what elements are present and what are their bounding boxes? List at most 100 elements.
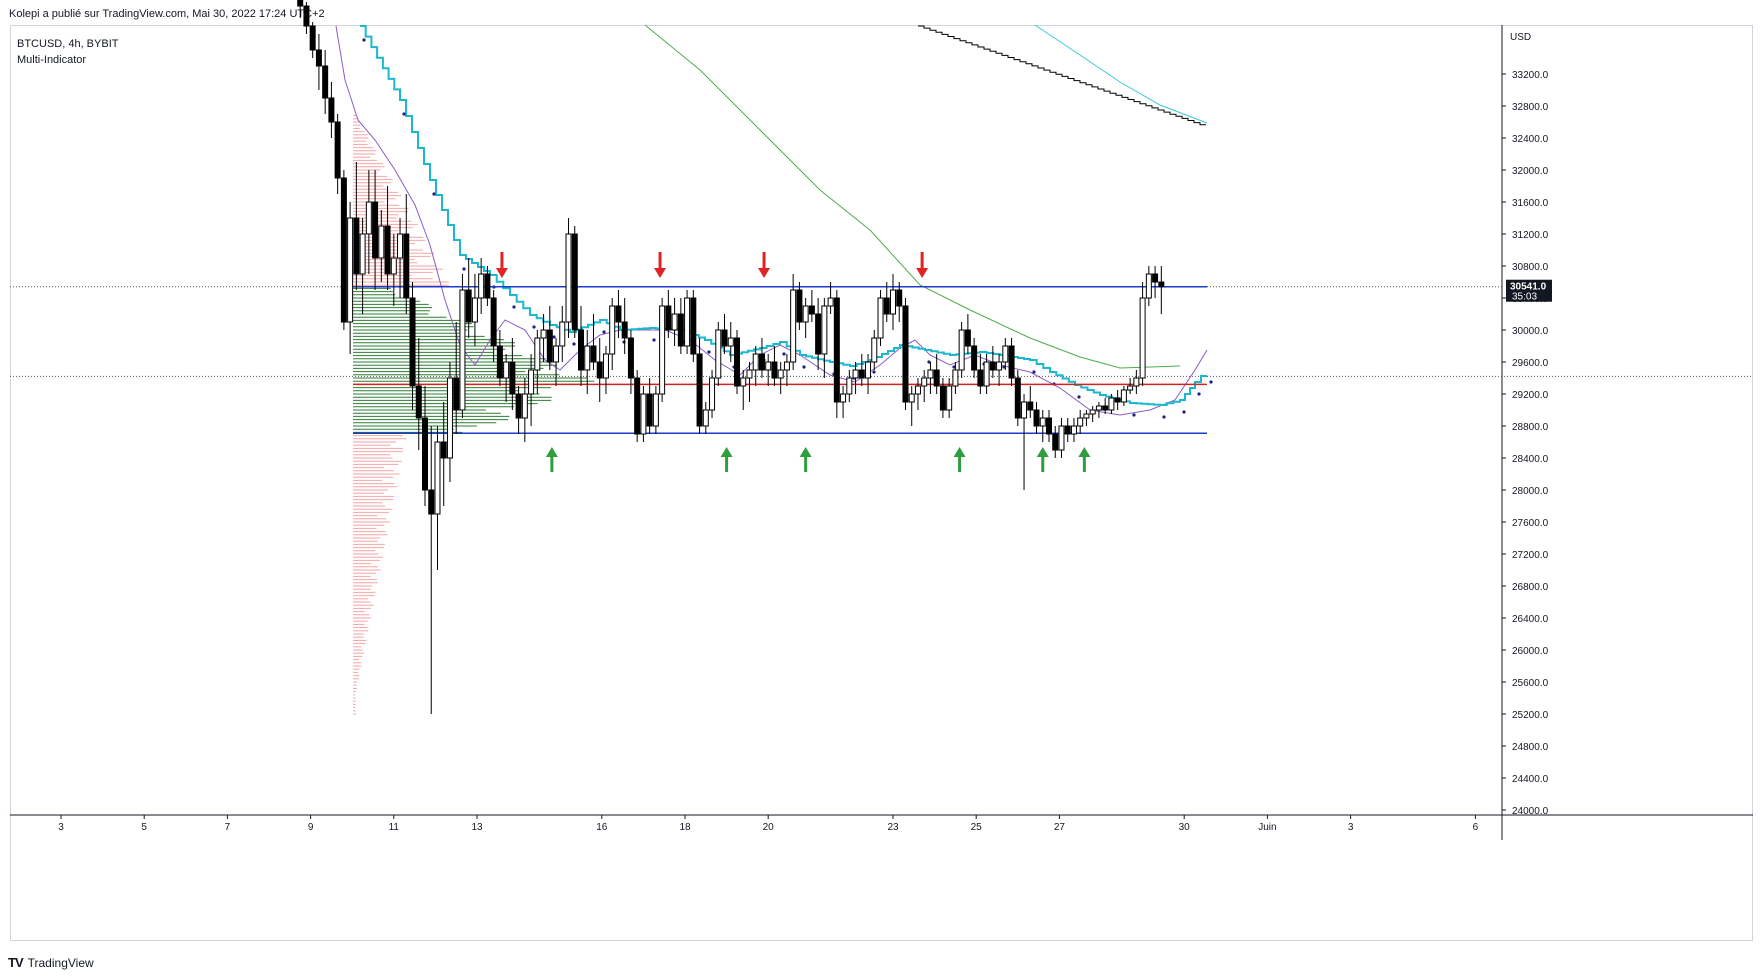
last-price-badge <box>1506 279 1552 302</box>
candle-up <box>958 329 965 371</box>
time-tick-label: 25 <box>971 822 983 833</box>
candle-down <box>858 369 865 379</box>
trail-dot <box>1077 395 1081 399</box>
price-tick-label: 25600.0 <box>1512 678 1549 689</box>
candle-up <box>727 337 734 347</box>
candle-down <box>665 305 672 331</box>
candle-up <box>684 297 691 347</box>
time-tick-label: 18 <box>679 822 691 833</box>
price-tick-label: 24400.0 <box>1512 774 1549 785</box>
candle-up <box>434 441 441 515</box>
candle-up <box>877 297 884 339</box>
candle-up <box>652 393 659 427</box>
up-arrow-head <box>799 447 812 457</box>
candle-down <box>353 217 360 275</box>
candle-up <box>777 369 784 379</box>
trail-dot <box>362 38 366 42</box>
candle-up <box>1021 401 1028 419</box>
candle-up <box>914 385 921 395</box>
candle-up <box>446 377 453 459</box>
light-cyan-moving-average <box>1034 24 1208 124</box>
candle-up <box>1095 405 1102 411</box>
candle-up <box>852 369 859 379</box>
price-tick-label: 31600.0 <box>1512 198 1549 209</box>
candle-down <box>309 25 316 51</box>
down-arrow-head <box>916 268 929 278</box>
up-arrow-head <box>1078 447 1091 457</box>
candle-down <box>315 49 322 67</box>
candle-down <box>403 233 410 299</box>
candle-up <box>802 305 809 323</box>
candle-up <box>584 345 591 371</box>
brand-name: TradingView <box>27 955 94 970</box>
candle-up <box>640 393 647 435</box>
candle-up <box>459 289 466 411</box>
candle-down <box>372 201 379 259</box>
candle-down <box>1008 345 1015 379</box>
candle-down <box>627 337 634 379</box>
price-tick-label: 33200.0 <box>1512 70 1549 81</box>
candle-up <box>709 377 716 411</box>
candle-down <box>596 361 603 379</box>
time-tick-label: 3 <box>58 822 64 833</box>
candle-up <box>521 393 528 419</box>
candle-down <box>465 289 472 323</box>
price-tick-label: 24800.0 <box>1512 742 1549 753</box>
candle-down <box>515 393 522 419</box>
price-tick-label: 28400.0 <box>1512 454 1549 465</box>
trail-dot <box>532 325 536 329</box>
candle-up <box>952 369 959 387</box>
candle-down <box>428 489 435 515</box>
candle-down <box>571 233 578 331</box>
chart-frame[interactable] <box>10 25 1753 941</box>
last-price-label: 30541.0 <box>1510 282 1547 293</box>
candle-up <box>1108 397 1115 411</box>
trail-dot <box>707 350 711 354</box>
candle-down <box>796 289 803 323</box>
candle-up <box>840 393 847 403</box>
candle-down <box>1046 417 1052 435</box>
price-tick-label: 24000.0 <box>1512 806 1549 817</box>
candle-up <box>1039 417 1046 427</box>
candle-down <box>1102 405 1109 411</box>
candle-up <box>378 225 385 259</box>
price-tick-label: 25200.0 <box>1512 710 1549 721</box>
time-tick-label: 16 <box>596 822 608 833</box>
candle-down <box>453 377 460 411</box>
time-tick-label: 9 <box>308 822 314 833</box>
candle-up <box>790 289 797 363</box>
candle-down <box>590 345 597 363</box>
symbol-label: BTCUSD, 4h, BYBIT <box>17 38 119 50</box>
price-tick-label: 26000.0 <box>1512 646 1549 657</box>
trail-dot <box>872 370 876 374</box>
price-tick-label: 28800.0 <box>1512 422 1549 433</box>
candle-up <box>927 369 934 379</box>
trail-dot <box>402 112 406 116</box>
candle-down <box>646 393 653 427</box>
trail-dot <box>602 330 606 334</box>
candle-up <box>528 369 535 395</box>
up-arrow-head <box>953 447 966 457</box>
up-arrow-head <box>545 447 558 457</box>
candle-down <box>621 321 628 339</box>
trail-dot <box>927 360 931 364</box>
up-arrow-head <box>720 447 733 457</box>
candle-down <box>422 417 428 491</box>
candle-up <box>565 233 572 323</box>
down-arrow-head <box>758 268 771 278</box>
candle-up <box>534 337 541 371</box>
candle-up <box>553 345 560 363</box>
time-tick-label: 11 <box>389 822 400 833</box>
down-arrow-head <box>654 268 667 278</box>
candle-up <box>821 305 828 355</box>
footer-brand[interactable]: TV TradingView <box>8 955 94 970</box>
candle-down <box>1027 401 1034 411</box>
candle-up <box>871 337 878 363</box>
candle-down <box>933 369 940 387</box>
candle-down <box>833 297 840 403</box>
trail-dot <box>572 342 576 346</box>
candle-down <box>578 329 584 371</box>
price-tick-label: 30000.0 <box>1512 326 1549 337</box>
candle-down <box>328 97 335 123</box>
